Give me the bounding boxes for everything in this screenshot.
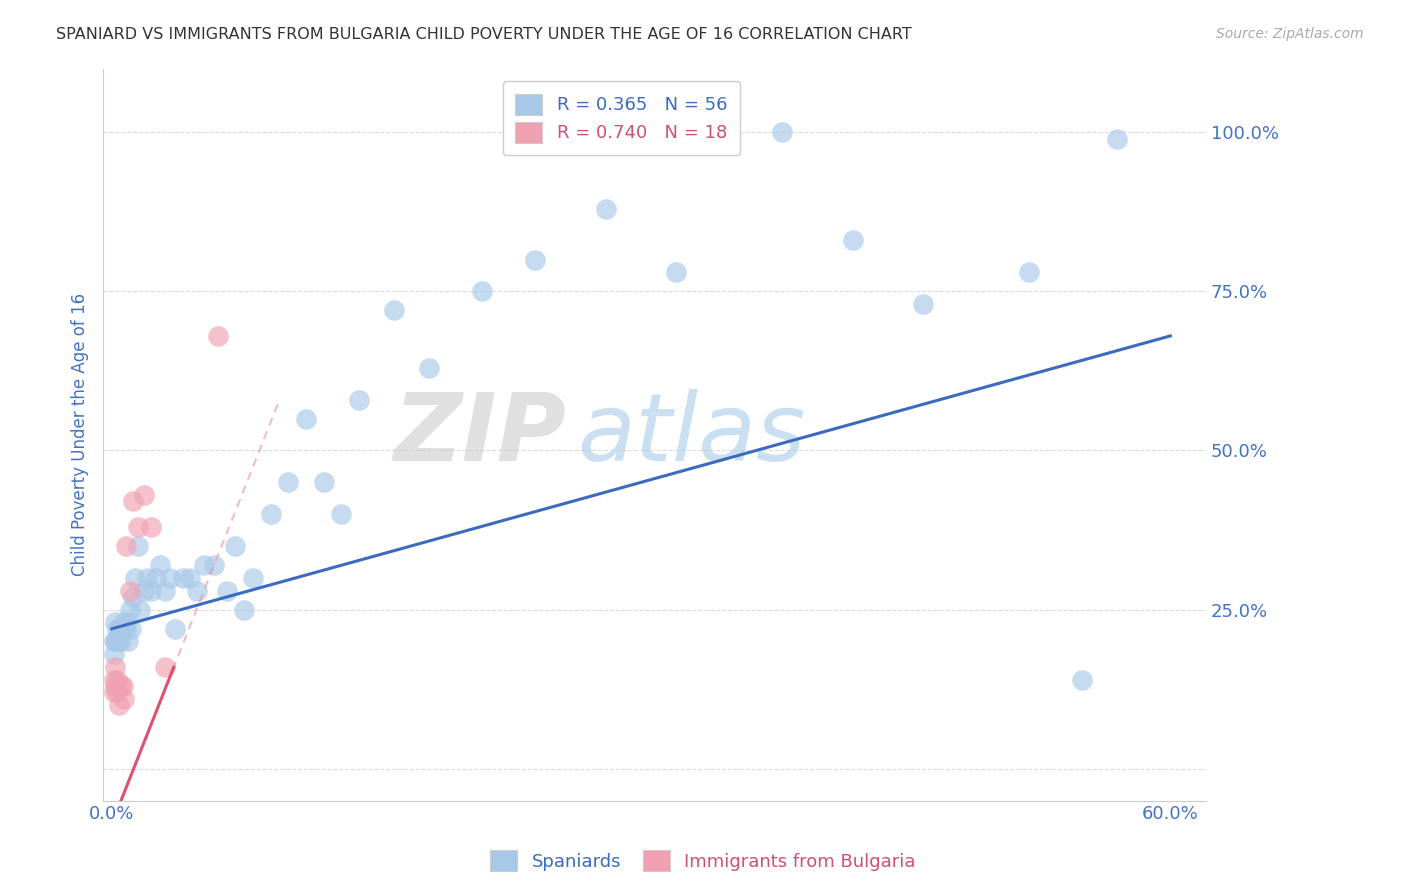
- Point: [115, 622, 138, 636]
- Point: [117, 634, 139, 648]
- Point: [124, 571, 146, 585]
- Point: [193, 558, 215, 572]
- Point: [179, 571, 201, 585]
- Legend: R = 0.365   N = 56, R = 0.740   N = 18: R = 0.365 N = 56, R = 0.740 N = 18: [503, 81, 740, 155]
- Point: [103, 634, 125, 648]
- Point: [103, 673, 125, 687]
- Point: [110, 634, 132, 648]
- Point: [118, 602, 141, 616]
- Point: [207, 329, 229, 343]
- Point: [122, 494, 145, 508]
- Point: [1107, 131, 1129, 145]
- Point: [129, 602, 152, 616]
- Point: [122, 590, 145, 604]
- Text: ZIP: ZIP: [394, 389, 567, 481]
- Point: [330, 507, 353, 521]
- Point: [165, 622, 187, 636]
- Point: [115, 615, 138, 630]
- Point: [127, 520, 149, 534]
- Point: [108, 634, 131, 648]
- Point: [186, 583, 208, 598]
- Point: [110, 679, 132, 693]
- Point: [277, 475, 299, 490]
- Point: [153, 660, 176, 674]
- Point: [912, 297, 935, 311]
- Point: [148, 558, 170, 572]
- Point: [153, 583, 176, 598]
- Text: Source: ZipAtlas.com: Source: ZipAtlas.com: [1216, 27, 1364, 41]
- Point: [104, 634, 127, 648]
- Point: [202, 558, 225, 572]
- Y-axis label: Child Poverty Under the Age of 16: Child Poverty Under the Age of 16: [72, 293, 89, 576]
- Point: [103, 647, 125, 661]
- Point: [108, 622, 131, 636]
- Point: [132, 583, 155, 598]
- Point: [139, 520, 162, 534]
- Point: [595, 202, 617, 216]
- Point: [127, 539, 149, 553]
- Point: [172, 571, 194, 585]
- Point: [145, 571, 167, 585]
- Point: [139, 583, 162, 598]
- Point: [105, 622, 128, 636]
- Point: [115, 539, 138, 553]
- Point: [104, 615, 127, 630]
- Point: [260, 507, 283, 521]
- Point: [215, 583, 238, 598]
- Point: [111, 622, 134, 636]
- Point: [120, 622, 142, 636]
- Point: [118, 583, 141, 598]
- Point: [524, 252, 547, 267]
- Point: [104, 679, 127, 693]
- Point: [110, 622, 132, 636]
- Point: [233, 602, 256, 616]
- Point: [132, 488, 155, 502]
- Point: [770, 125, 793, 139]
- Point: [665, 265, 688, 279]
- Point: [136, 571, 159, 585]
- Point: [1071, 673, 1094, 687]
- Point: [418, 360, 440, 375]
- Text: SPANIARD VS IMMIGRANTS FROM BULGARIA CHILD POVERTY UNDER THE AGE OF 16 CORRELATI: SPANIARD VS IMMIGRANTS FROM BULGARIA CHI…: [56, 27, 912, 42]
- Point: [295, 411, 318, 425]
- Point: [842, 234, 865, 248]
- Point: [105, 685, 128, 699]
- Point: [111, 679, 134, 693]
- Point: [382, 303, 405, 318]
- Point: [105, 673, 128, 687]
- Point: [1018, 265, 1040, 279]
- Point: [112, 615, 135, 630]
- Point: [224, 539, 246, 553]
- Point: [471, 285, 494, 299]
- Point: [242, 571, 264, 585]
- Text: atlas: atlas: [578, 389, 806, 480]
- Point: [347, 392, 370, 407]
- Point: [104, 660, 127, 674]
- Point: [105, 634, 128, 648]
- Point: [103, 685, 125, 699]
- Point: [159, 571, 181, 585]
- Point: [108, 698, 131, 713]
- Legend: Spaniards, Immigrants from Bulgaria: Spaniards, Immigrants from Bulgaria: [482, 843, 924, 879]
- Point: [312, 475, 335, 490]
- Point: [112, 691, 135, 706]
